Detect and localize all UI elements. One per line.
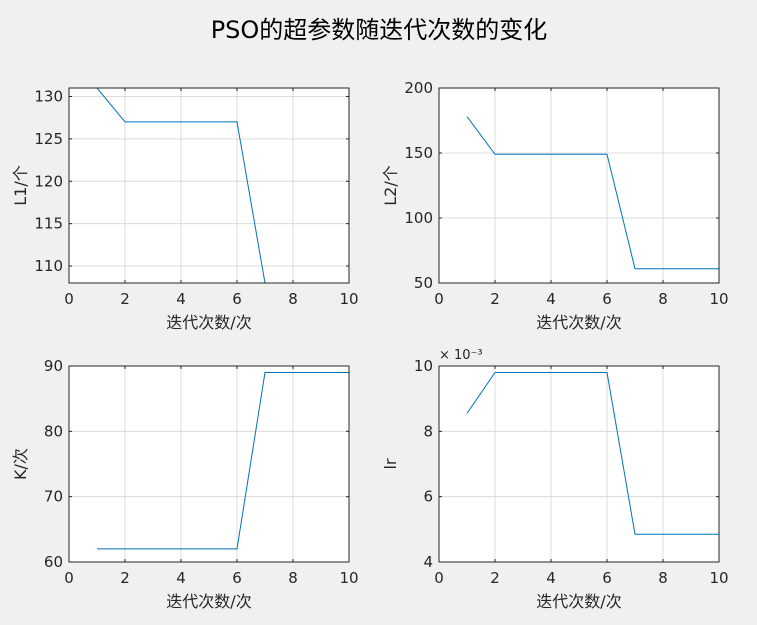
x-tick-label: 10 [709,569,728,587]
x-tick-label: 0 [434,290,444,308]
x-tick-label: 8 [288,290,298,308]
y-tick-label: 4 [423,553,433,571]
x-tick-label: 6 [232,569,242,587]
y-axis-label: L2/个 [381,165,400,206]
y-tick-label: 8 [423,422,433,440]
y-exponent-label: × 10⁻³ [439,348,483,363]
y-tick-label: 6 [423,488,433,506]
x-tick-label: 0 [434,569,444,587]
x-axis-label: 迭代次数/次 [166,313,251,332]
subplot-2: 0 2 4 6 8 10 50 100 150 200 迭代次数/次 L2/个 [381,79,729,332]
plot-area [69,366,349,562]
axes-box [438,87,720,284]
y-tick-label: 130 [34,87,63,105]
x-axis-label: 迭代次数/次 [536,313,621,332]
y-axis-label: L1/个 [11,165,30,206]
x-tick-label: 4 [176,290,186,308]
y-axis-label: K/次 [11,448,30,480]
x-tick-label: 8 [658,569,668,587]
x-tick-label: 10 [709,290,728,308]
x-tick-label: 0 [64,569,74,587]
series-line [96,88,349,283]
y-tick-label: 100 [404,209,433,227]
y-tick-label: 150 [404,144,433,162]
y-tick-label: 50 [414,274,433,292]
axes-box [68,365,350,563]
x-tick-label: 6 [602,290,612,308]
x-tick-label: 6 [232,290,242,308]
series-line [97,372,349,550]
x-tick-label: 2 [120,290,130,308]
axes-box [68,87,350,284]
plot-area [439,88,719,283]
x-tick-label: 4 [176,569,186,587]
x-tick-label: 10 [339,290,358,308]
subplot-4: 0 2 4 6 8 10 4 6 8 10 迭代次数/次 lr × 10⁻³ [381,348,729,611]
axes-box [438,365,720,563]
x-axis-label: 迭代次数/次 [536,592,621,611]
y-tick-label: 60 [44,553,63,571]
plot-area [439,366,719,562]
figure-title: PSO的超参数随迭代次数的变化 [211,16,548,44]
x-tick-label: 2 [490,569,500,587]
x-tick-label: 4 [546,290,556,308]
x-tick-label: 10 [339,569,358,587]
y-tick-label: 80 [44,422,63,440]
x-tick-label: 2 [120,569,130,587]
y-tick-label: 110 [34,257,63,275]
subplot-3: 0 2 4 6 8 10 60 70 80 90 迭代次数/次 K/次 [11,357,359,611]
subplot-1: 0 2 4 6 8 10 110 115 120 125 130 迭代次数/次 L1/个 [11,87,359,332]
x-tick-label: 0 [64,290,74,308]
x-tick-label: 2 [490,290,500,308]
y-tick-label: 125 [34,130,63,148]
plot-area [69,88,349,283]
y-axis-label: lr [381,458,400,469]
x-tick-label: 8 [288,569,298,587]
x-axis-label: 迭代次数/次 [166,592,251,611]
y-tick-label: 90 [44,357,63,375]
series-line [466,372,719,535]
y-tick-label: 115 [34,215,63,233]
x-tick-label: 4 [546,569,556,587]
y-tick-label: 200 [404,79,433,97]
y-tick-label: 70 [44,488,63,506]
y-tick-label: 120 [34,172,63,190]
y-tick-label: 10 [414,357,433,375]
x-tick-label: 6 [602,569,612,587]
series-line [466,116,719,270]
x-tick-label: 8 [658,290,668,308]
